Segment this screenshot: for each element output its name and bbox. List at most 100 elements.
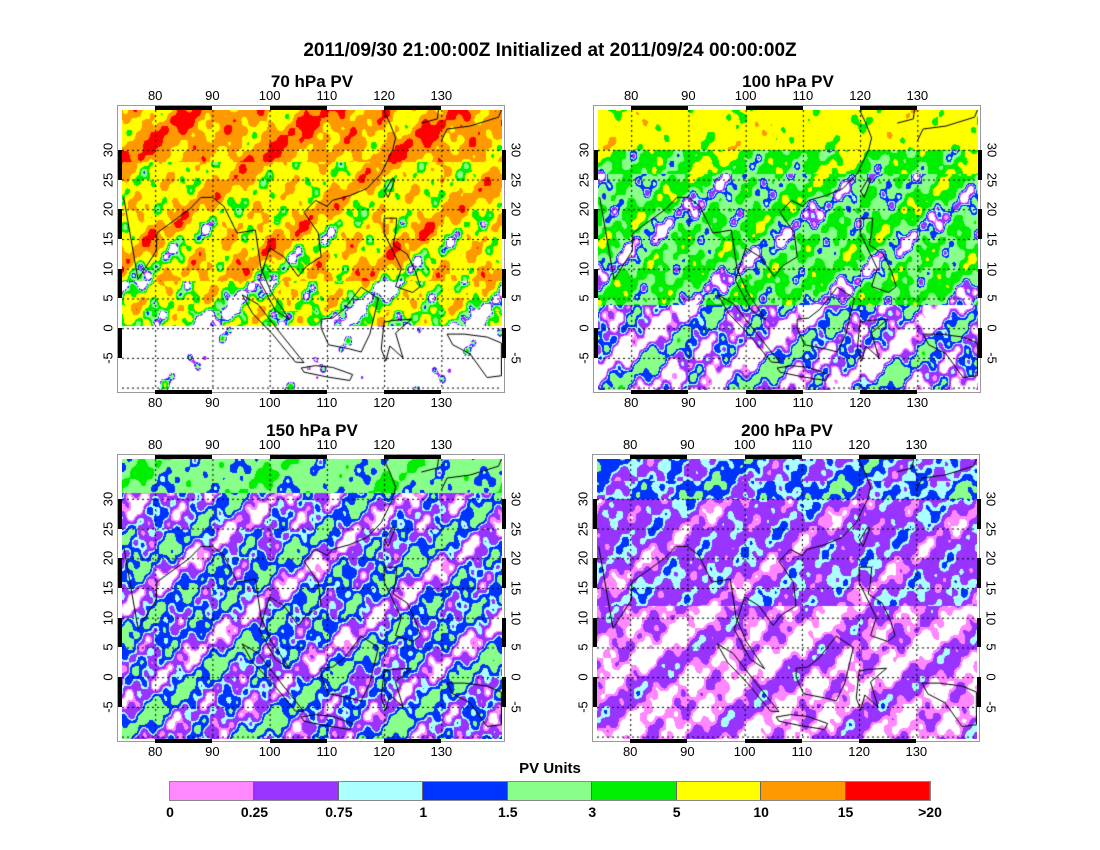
lon-tick-label-top: 110 <box>792 88 814 103</box>
lat-tick-label-left: 20 <box>576 202 592 217</box>
lat-tick-label-left: 10 <box>100 261 116 276</box>
lat-tick-label-left: 0 <box>576 324 592 332</box>
axis-bar <box>384 390 442 394</box>
axis-bar <box>155 455 213 459</box>
axis-bar <box>745 106 803 110</box>
axis-bar <box>859 739 917 743</box>
lon-tick-label-top: 120 <box>373 88 395 103</box>
lon-tick-label-top: 130 <box>906 88 929 103</box>
lat-tick-label-left: 0 <box>575 673 591 681</box>
axis-bar <box>118 617 122 648</box>
lat-tick-label-right: 30 <box>508 142 524 158</box>
axis-bar <box>631 106 689 110</box>
lon-tick-label-bottom: 90 <box>205 744 220 759</box>
lat-tick-label-left: 5 <box>100 294 116 303</box>
lat-tick-label-right: 15 <box>984 231 1000 247</box>
pv-field-150hpa <box>122 459 502 739</box>
lat-tick-label-left: -5 <box>100 352 116 364</box>
lat-tick-label-right: 30 <box>983 491 999 507</box>
lat-tick-label-right: 25 <box>984 172 1000 187</box>
colorbar-swatch <box>423 782 508 800</box>
axis-bar <box>502 617 506 648</box>
axis-bar <box>745 390 803 394</box>
lat-tick-label-left: 5 <box>575 643 591 652</box>
lon-tick-label-bottom: 110 <box>791 744 813 759</box>
lon-tick-label-top: 120 <box>849 88 871 103</box>
lon-tick-label-bottom: 100 <box>258 395 281 410</box>
colorbar-label: 0 <box>166 804 174 820</box>
lat-tick-label-left: 0 <box>100 324 116 332</box>
lon-tick-label-top: 130 <box>905 437 928 452</box>
lon-tick-label-bottom: 110 <box>316 395 338 410</box>
axis-bar <box>118 209 122 239</box>
lon-tick-label-bottom: 130 <box>906 395 929 410</box>
colorbar-label: 0.75 <box>325 804 353 820</box>
colorbar-swatch <box>761 782 846 800</box>
colorbar-swatch <box>676 782 762 800</box>
lon-tick-label-bottom: 120 <box>373 744 395 759</box>
lon-tick-label-bottom: 90 <box>680 744 695 759</box>
lat-tick-label-right: 20 <box>508 551 524 566</box>
lat-tick-label-left: 5 <box>576 294 592 303</box>
lat-tick-label-left: 15 <box>100 231 116 247</box>
lon-tick-label-top: 110 <box>316 88 338 103</box>
axis-bar <box>118 149 122 180</box>
axis-bar <box>859 455 917 459</box>
axis-bar <box>155 739 213 743</box>
axis-bar <box>744 455 802 459</box>
lon-tick-label-bottom: 120 <box>849 395 871 410</box>
lat-tick-label-left: 20 <box>100 202 116 217</box>
lon-tick-label-bottom: 80 <box>147 395 163 410</box>
axis-bar <box>269 106 327 110</box>
colorbar-label: 1.5 <box>498 804 518 820</box>
lon-tick-label-top: 120 <box>373 437 395 452</box>
axis-bar <box>630 739 688 743</box>
axis-bar <box>978 209 982 239</box>
lat-tick-label-right: 5 <box>983 643 999 652</box>
lon-tick-label-bottom: 90 <box>681 395 696 410</box>
lat-tick-label-left: 20 <box>575 551 591 566</box>
lon-tick-label-top: 130 <box>430 88 453 103</box>
colorbar-label: >20 <box>918 804 942 820</box>
lat-tick-label-right: 15 <box>508 231 524 247</box>
colorbar-title: PV Units <box>519 760 581 777</box>
axis-bar <box>594 149 598 180</box>
pv-field-200hpa <box>597 459 977 739</box>
lon-tick-label-bottom: 130 <box>905 744 928 759</box>
axis-bar <box>594 209 598 239</box>
colorbar-label: 10 <box>753 804 769 820</box>
lon-tick-label-bottom: 120 <box>373 395 395 410</box>
axis-bar <box>155 390 213 394</box>
lat-tick-label-right: 5 <box>984 294 1000 303</box>
lon-tick-label-top: 80 <box>622 437 638 452</box>
colorbar-swatch <box>845 782 930 800</box>
axis-bar <box>977 498 981 529</box>
lat-tick-label-left: 30 <box>100 142 116 158</box>
colorbar-label: 1 <box>419 804 428 820</box>
lon-tick-label-bottom: 80 <box>147 744 163 759</box>
colorbar-label: 15 <box>837 804 854 820</box>
axis-bar <box>502 149 506 180</box>
axis-bar <box>977 558 981 588</box>
lat-tick-label-left: 0 <box>100 673 116 681</box>
lon-tick-label-bottom: 110 <box>316 744 338 759</box>
lon-tick-label-top: 100 <box>734 88 757 103</box>
lat-tick-label-left: 15 <box>575 580 591 596</box>
lat-tick-label-left: 5 <box>100 643 116 652</box>
lat-tick-label-right: 10 <box>984 261 1000 276</box>
axis-bar <box>269 455 327 459</box>
axis-bar <box>593 617 597 648</box>
lat-tick-label-left: 20 <box>100 551 116 566</box>
lon-tick-label-bottom: 80 <box>623 395 639 410</box>
axis-bar <box>860 106 918 110</box>
axis-bar <box>978 328 982 358</box>
lat-tick-label-left: 25 <box>100 172 116 187</box>
lon-tick-label-top: 80 <box>147 88 163 103</box>
lat-tick-label-right: 10 <box>508 610 524 625</box>
pv-field-70hpa <box>122 110 502 390</box>
axis-bar <box>384 106 442 110</box>
lat-tick-label-right: 0 <box>508 324 524 332</box>
lat-tick-label-right: 0 <box>984 324 1000 332</box>
lat-tick-label-right: 5 <box>508 643 524 652</box>
axis-bar <box>118 677 122 707</box>
